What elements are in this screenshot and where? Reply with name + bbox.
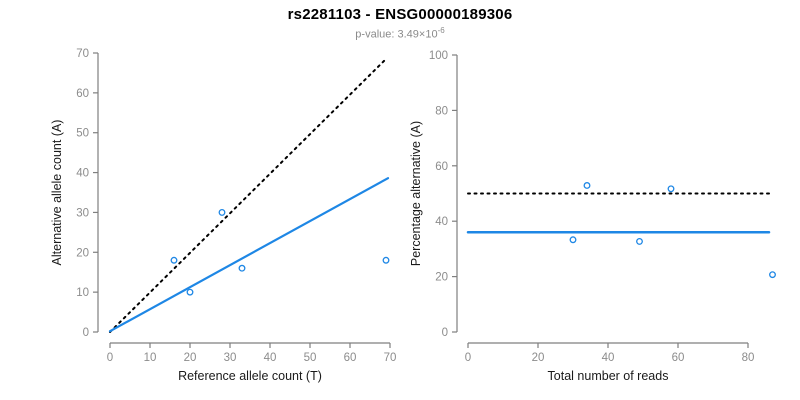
y-axis-title: Percentage alternative (A) (409, 121, 423, 266)
data-point (382, 256, 390, 264)
y-tick-label: 60 (76, 88, 89, 100)
x-tick-label: 20 (184, 352, 197, 364)
x-tick-label: 40 (602, 352, 615, 364)
x-tick-label: 20 (532, 352, 545, 364)
y-tick-label: 30 (76, 207, 89, 219)
x-tick-label: 60 (344, 352, 357, 364)
data-point (186, 288, 194, 296)
x-tick-label: 60 (672, 352, 685, 364)
x-tick-label: 80 (742, 352, 755, 364)
x-tick-label: 40 (264, 352, 277, 364)
data-point (238, 264, 246, 272)
fit-line (108, 177, 390, 333)
y-tick-label: 60 (435, 161, 448, 173)
p-value-exponent: -6 (437, 26, 445, 35)
x-tick-label: 10 (144, 352, 157, 364)
y-tick-label: 40 (76, 168, 89, 180)
y-tick-label: 20 (435, 272, 448, 284)
percentage-plot: 0 20 40 60 80 0 20 40 60 80 100 Total number of rea… (409, 50, 776, 383)
y-tick-label: 70 (76, 48, 89, 60)
x-tick-label: 0 (465, 352, 471, 364)
data-point (569, 236, 577, 244)
y-tick-label: 100 (429, 50, 448, 62)
x-tick-label: 50 (304, 352, 317, 364)
x-tick-label: 30 (224, 352, 237, 364)
y-tick-label: 40 (435, 216, 448, 228)
y-tick-label: 20 (76, 247, 89, 259)
p-value-text: p-value: 3.49×10 (355, 28, 438, 41)
x-axis-title: Reference allele count (T) (178, 369, 322, 383)
x-tick-label: 70 (384, 352, 397, 364)
y-axis-title: Alternative allele count (A) (50, 120, 64, 266)
data-point (667, 185, 675, 193)
data-point (769, 271, 776, 279)
data-point (218, 208, 226, 216)
y-tick-label: 0 (442, 327, 448, 339)
y-tick-label: 80 (435, 105, 448, 117)
y-tick-label: 50 (76, 128, 89, 140)
x-axis-title: Total number of reads (548, 369, 669, 383)
data-point (636, 237, 643, 245)
identity-line (109, 57, 387, 333)
data-point (583, 182, 591, 189)
allele-count-plot: 0 10 20 30 40 50 60 70 0 10 20 30 40 50 60 70 Reference … (50, 48, 396, 383)
x-tick-label: 0 (107, 352, 113, 364)
p-value-subtitle: p-value: 3.49×10-6 (0, 26, 800, 41)
data-point (170, 256, 178, 264)
figure-title: rs2281103 - ENSG00000189306 (287, 6, 513, 23)
y-tick-label: 0 (83, 327, 89, 339)
y-tick-label: 10 (76, 287, 89, 299)
